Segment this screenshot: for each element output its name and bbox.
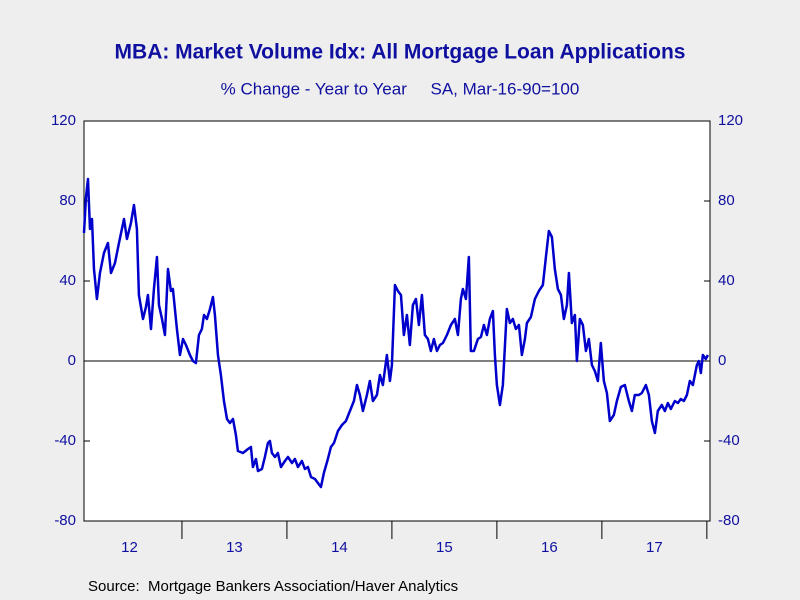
data-line (82, 177, 710, 489)
chart-subtitle: % Change - Year to Year SA, Mar-16-90=10… (221, 79, 580, 98)
source-note: Source: Mortgage Bankers Association/Hav… (88, 578, 458, 595)
y-tick-label: 80 (59, 192, 76, 209)
x-tick-label: 15 (436, 539, 453, 556)
y-tick-label: 0 (68, 352, 76, 369)
plot-area (83, 120, 711, 522)
x-tick-label: 16 (541, 539, 558, 556)
y-tick-label: -80 (54, 512, 76, 529)
x-tick-label: 17 (646, 539, 663, 556)
chart-title: MBA: Market Volume Idx: All Mortgage Loa… (115, 41, 686, 64)
x-tick-label: 12 (121, 539, 138, 556)
x-tick-label: 14 (331, 539, 348, 556)
x-tick-label: 13 (226, 539, 243, 556)
y2-tick-label: 120 (718, 112, 743, 129)
y-tick-label: -40 (54, 432, 76, 449)
y-tick-label: 40 (59, 272, 76, 289)
y2-tick-label: 40 (718, 272, 735, 289)
y-tick-label: 120 (51, 112, 76, 129)
y2-tick-label: 0 (718, 352, 726, 369)
y2-tick-label: 80 (718, 192, 735, 209)
y2-tick-label: -40 (718, 432, 740, 449)
y2-tick-label: -80 (718, 512, 740, 529)
